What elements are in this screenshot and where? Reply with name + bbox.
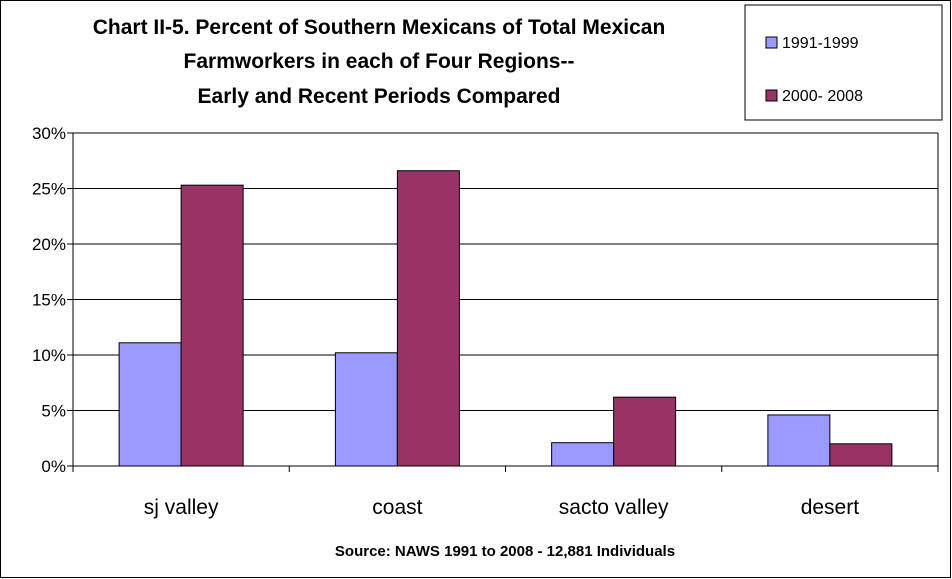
bar-sj-valley-2000-2008: [180, 184, 244, 467]
bar-sacto-valley-1991-1999: [551, 442, 615, 467]
source-note: Source: NAWS 1991 to 2008 - 12,881 Indiv…: [335, 543, 675, 560]
y-tick-label: 10%: [32, 346, 66, 365]
x-tick-label: coast: [372, 496, 422, 519]
y-tick-label: 30%: [32, 124, 66, 143]
y-tick-label: 20%: [32, 235, 66, 254]
bar-sj-valley-1991-1999: [118, 342, 182, 467]
title-line-1: Chart II-5. Percent of Southern Mexicans…: [93, 16, 666, 39]
legend-swatch-1991-1999: [765, 36, 778, 49]
x-tick-label: sacto valley: [559, 496, 669, 519]
bar-desert-2000-2008: [829, 443, 893, 467]
bar-coast-2000-2008: [396, 170, 460, 467]
legend: 1991-1999 2000- 2008: [744, 4, 943, 121]
y-tick-label: 15%: [32, 291, 66, 310]
x-tick-label: sj valley: [144, 496, 219, 519]
bar-desert-1991-1999: [767, 414, 831, 467]
y-tick-label: 5%: [41, 402, 66, 421]
y-tick-label: 25%: [32, 180, 66, 199]
y-tick-label: 0%: [41, 457, 66, 476]
legend-label-2000-2008: 2000- 2008: [782, 88, 863, 105]
plot-area: 0% 5% 10% 15% 20% 25% 30% sj valley coast sacto v…: [32, 124, 939, 519]
title-line-2: Farmworkers in each of Four Regions--: [184, 50, 575, 73]
legend-swatch-2000-2008: [765, 89, 778, 102]
legend-label-1991-1999: 1991-1999: [782, 35, 859, 52]
legend-box: [744, 4, 943, 121]
bar-sacto-valley-2000-2008: [613, 396, 677, 467]
x-tick-label: desert: [801, 496, 860, 519]
chart-title: Chart II-5. Percent of Southern Mexicans…: [93, 16, 666, 108]
bar-coast-1991-1999: [334, 352, 398, 467]
title-line-3: Early and Recent Periods Compared: [198, 85, 561, 108]
